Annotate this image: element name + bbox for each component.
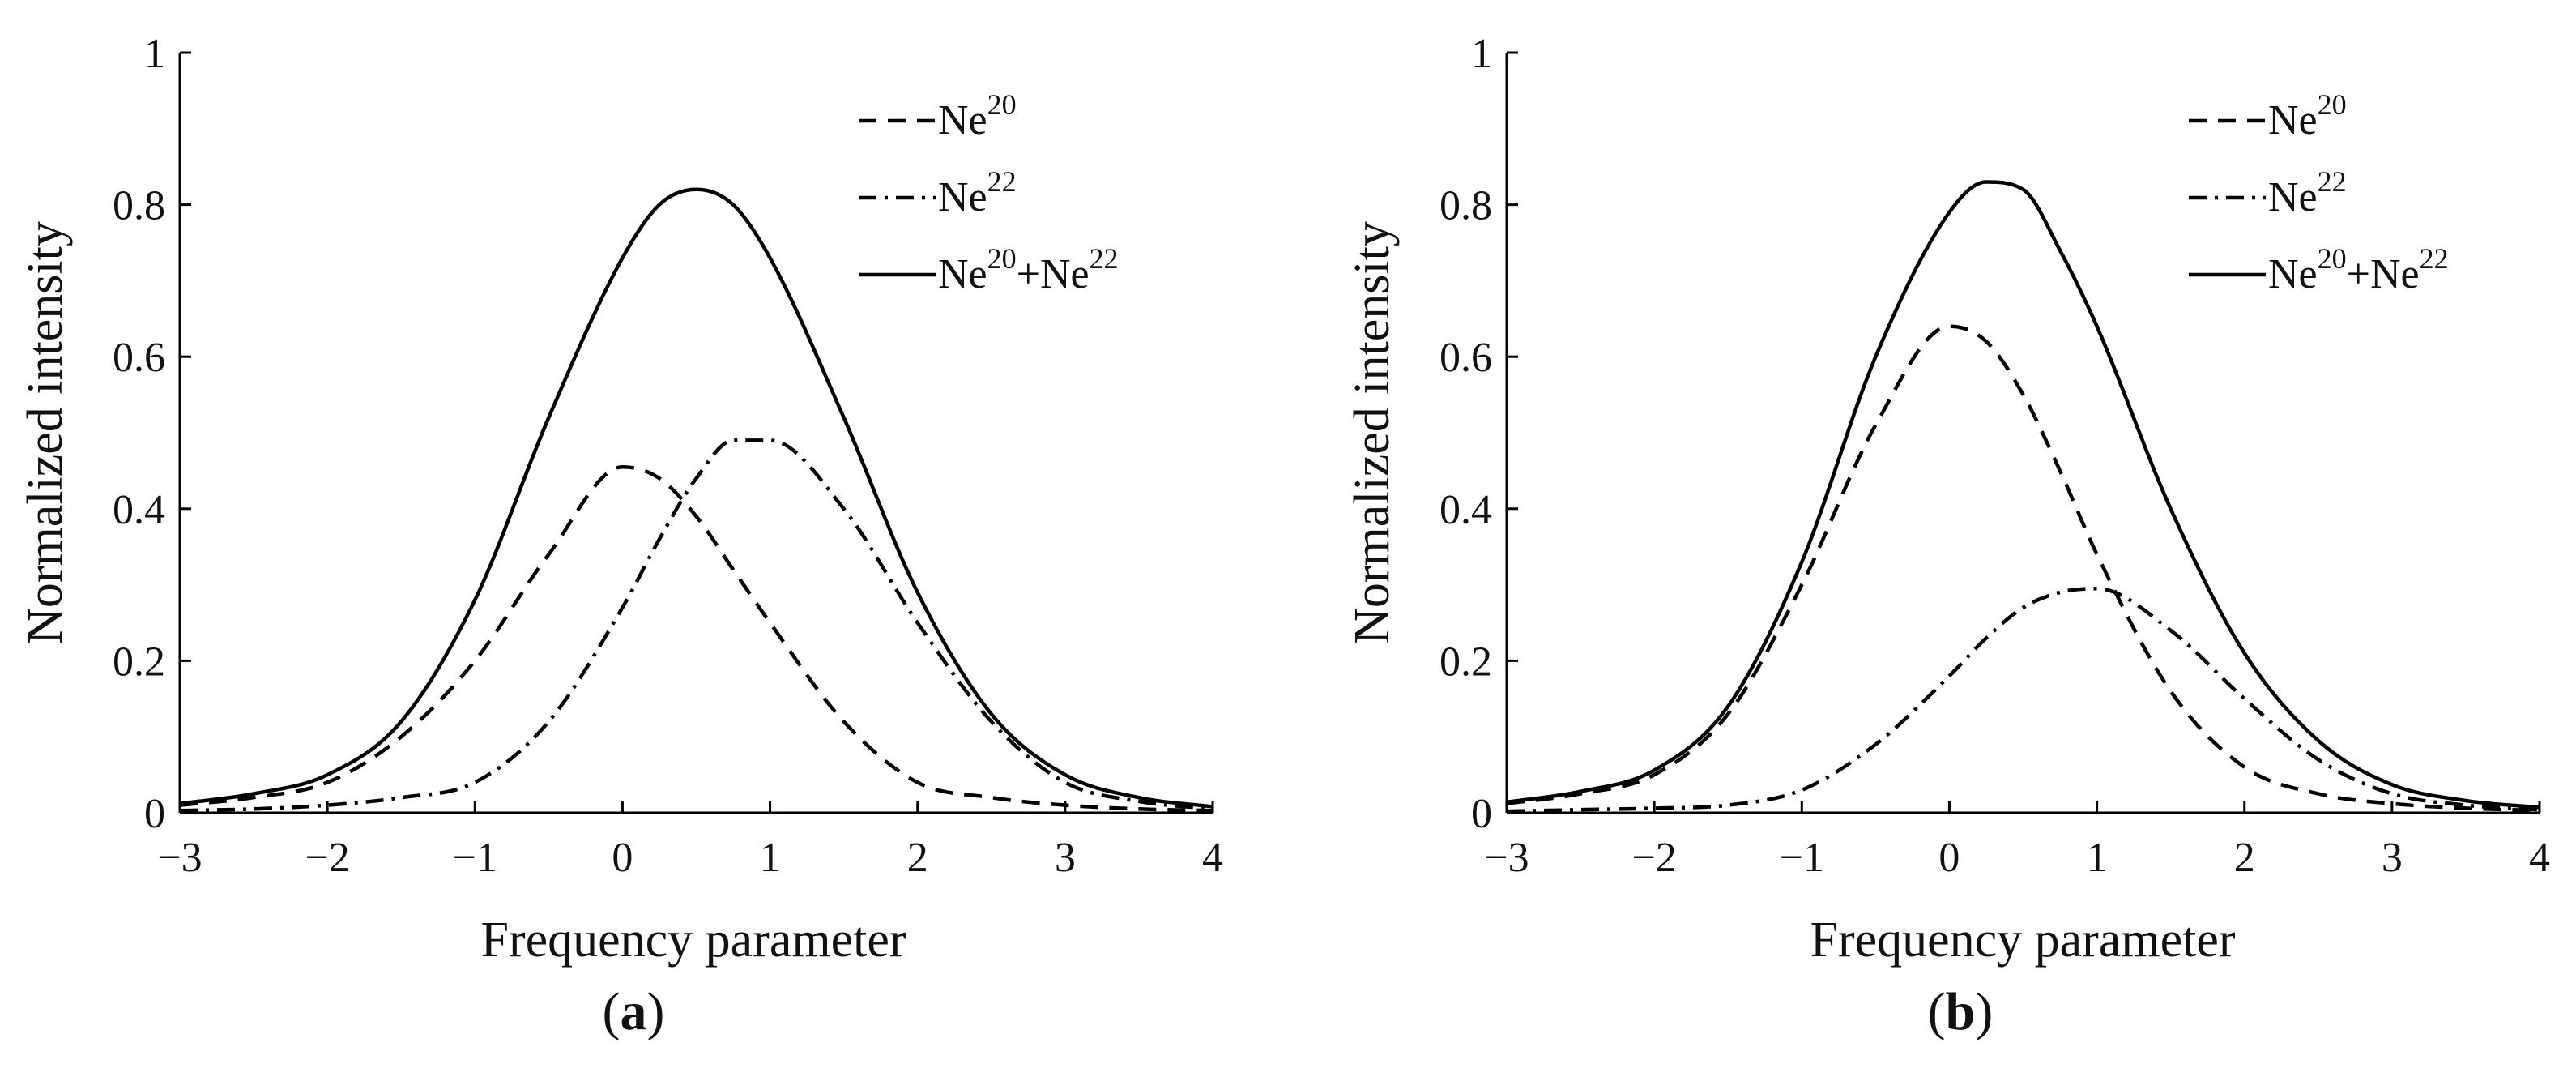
series-line-dashed: [179, 464, 1213, 813]
y-tick-label: 0.4: [113, 487, 165, 533]
x-tick-label: −2: [1631, 835, 1676, 881]
series-line-dashdot: [179, 438, 1213, 813]
y-tick-label: 0.8: [113, 183, 165, 229]
y-tick-label: 0.4: [1439, 487, 1492, 533]
x-tick-label: −3: [157, 835, 202, 881]
y-tick-label: 0.2: [1439, 639, 1492, 685]
legend-entry: Ne20: [938, 88, 1017, 143]
y-tick-label: 0: [1471, 791, 1492, 837]
x-tick-label: 2: [907, 835, 928, 881]
y-axis-title: Normalized intensity: [18, 221, 73, 644]
panel-label: (b): [1928, 982, 1994, 1041]
x-tick-label: 1: [760, 835, 781, 881]
legend-entry: Ne20+Ne22: [938, 242, 1119, 297]
x-tick-label: −1: [453, 835, 497, 881]
y-tick-label: 0.6: [113, 335, 165, 381]
x-tick-label: 3: [1055, 835, 1076, 881]
x-tick-label: 1: [2087, 835, 2108, 881]
x-axis-title: Frequency parameter: [1810, 912, 2235, 968]
series-line-solid: [1506, 180, 2540, 810]
x-tick-label: 2: [2234, 835, 2255, 881]
x-tick-label: 4: [1202, 835, 1223, 881]
x-axis-title: Frequency parameter: [480, 912, 906, 968]
series-line-dashed: [1506, 324, 2540, 813]
x-tick-label: −1: [1780, 835, 1824, 881]
x-tick-label: 3: [2382, 835, 2403, 881]
legend-entry: Ne22: [938, 165, 1017, 220]
y-tick-label: 0.2: [113, 639, 165, 685]
y-axis-title: Normalized intensity: [1345, 221, 1400, 644]
panel-label: (a): [603, 982, 665, 1041]
series-line-solid: [179, 187, 1213, 809]
x-tick-label: −3: [1484, 835, 1529, 881]
legend-entry: Ne20+Ne22: [2268, 242, 2449, 297]
legend-entry: Ne22: [2268, 165, 2347, 220]
y-tick-label: 1: [1471, 31, 1492, 77]
x-tick-label: −2: [305, 835, 349, 881]
y-tick-label: 0.6: [1439, 335, 1492, 381]
x-tick-label: 0: [1938, 835, 1960, 881]
chart-panel-a: −3 −2 −1 0 1 2 3 4 0 0.2 0.4 0.6 0.8 1 Frequency param…: [18, 31, 1223, 1041]
x-tick-label: 0: [612, 835, 633, 881]
y-tick-label: 0.8: [1439, 183, 1492, 229]
legend-entry: Ne20: [2268, 88, 2347, 143]
chart-panel-b: −3 −2 −1 0 1 2 3 4 0 0.2 0.4 0.6 0.8 1 Frequency param…: [1345, 31, 2550, 1041]
y-tick-label: 1: [144, 31, 165, 77]
y-tick-label: 0: [144, 791, 165, 837]
series-line-dashdot: [1506, 587, 2540, 814]
x-tick-label: 4: [2529, 835, 2550, 881]
